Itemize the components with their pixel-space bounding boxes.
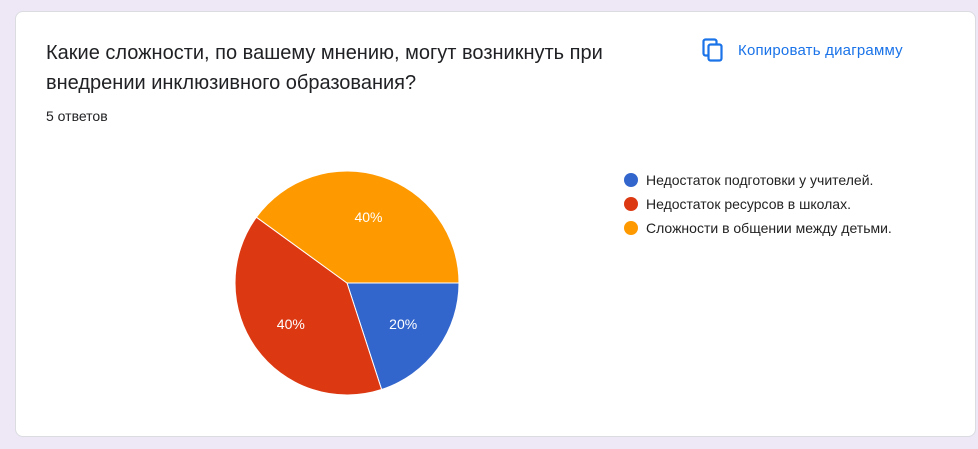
slice-label: 40% bbox=[354, 209, 382, 225]
slice-label: 40% bbox=[277, 316, 305, 332]
copy-icon bbox=[702, 38, 724, 62]
pie-slice bbox=[234, 216, 383, 396]
slice-label: 20% bbox=[389, 316, 417, 332]
legend-label: Сложности в общении между детьми. bbox=[646, 220, 892, 236]
legend-item: Недостаток подготовки у учителей. bbox=[624, 168, 892, 192]
legend-swatch bbox=[624, 173, 638, 187]
chart-legend: Недостаток подготовки у учителей. Недоста… bbox=[624, 168, 892, 240]
pie-chart: 20% 40% 40% bbox=[234, 170, 460, 396]
legend-swatch bbox=[624, 221, 638, 235]
pie-slice bbox=[346, 282, 460, 391]
pie-slice bbox=[255, 170, 460, 284]
legend-item: Недостаток ресурсов в школах. bbox=[624, 192, 892, 216]
question-title: Какие сложности, по вашему мнению, могут… bbox=[46, 42, 603, 94]
copy-chart-button[interactable]: Копировать диаграмму bbox=[702, 36, 903, 64]
legend-label: Недостаток ресурсов в школах. bbox=[646, 196, 851, 212]
legend-item: Сложности в общении между детьми. bbox=[624, 216, 892, 240]
legend-swatch bbox=[624, 197, 638, 211]
copy-chart-label: Копировать диаграмму bbox=[738, 41, 903, 59]
response-count: 5 ответов bbox=[46, 108, 108, 124]
chart-card: Какие сложности, по вашему мнению, могут… bbox=[15, 11, 976, 437]
legend-label: Недостаток подготовки у учителей. bbox=[646, 172, 874, 188]
